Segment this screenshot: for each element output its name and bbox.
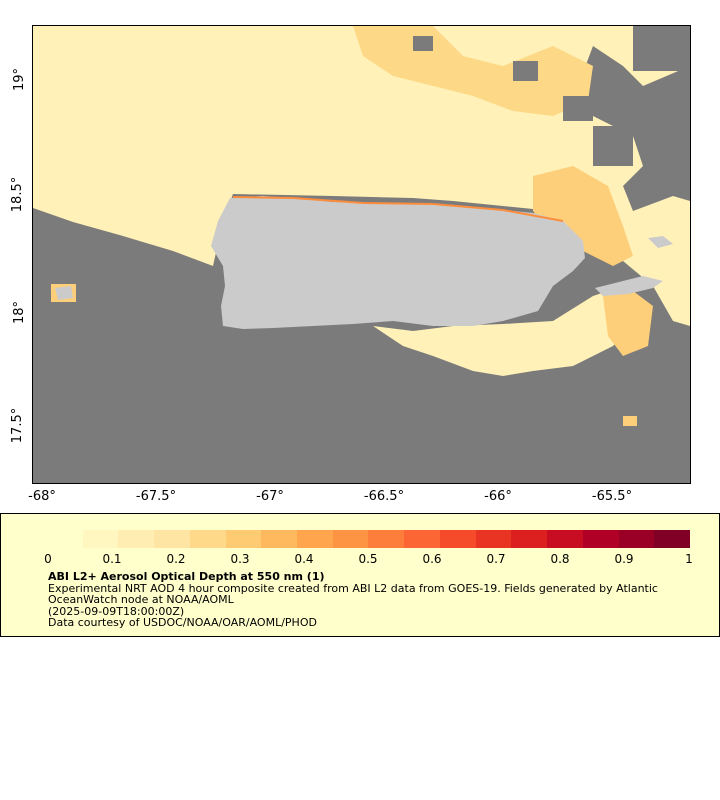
x-axis-label: -68° xyxy=(28,489,56,504)
colorbar-tick: 1 xyxy=(685,552,693,566)
x-axis-label: -66.5° xyxy=(363,489,405,504)
mona-island xyxy=(55,286,73,300)
y-axis-label: 18.5° xyxy=(10,176,26,213)
colorbar-tick: 0.2 xyxy=(166,552,186,566)
colorbar-tick: 0.3 xyxy=(230,552,250,566)
nodata-gap xyxy=(413,36,433,51)
colorbar-segment xyxy=(582,530,619,548)
colorbar-tick: 0.8 xyxy=(550,552,570,566)
colorbar-segment xyxy=(654,530,690,548)
colorbar-segment xyxy=(261,530,298,548)
aerosol-field-south xyxy=(373,286,633,376)
y-axis-label: 19° xyxy=(12,67,28,92)
colorbar-tick: 0.9 xyxy=(614,552,634,566)
colorbar-tick: 0.6 xyxy=(422,552,442,566)
colorbar-segment xyxy=(225,530,262,548)
colorbar-tick: 0 xyxy=(44,552,52,566)
colorbar-tick: 0.1 xyxy=(102,552,122,566)
colorbar-segment xyxy=(189,530,226,548)
colorbar-segment xyxy=(475,530,512,548)
legend-description: ABI L2+ Aerosol Optical Depth at 550 nm … xyxy=(48,571,698,629)
colorbar-segment xyxy=(297,530,333,548)
legend-line: Experimental NRT AOD 4 hour composite cr… xyxy=(48,581,658,606)
vieques-island xyxy=(595,276,663,296)
nodata-gap xyxy=(593,126,633,166)
colorbar-segment xyxy=(511,530,548,548)
colorbar-segment xyxy=(332,530,369,548)
colorbar-segment xyxy=(368,530,405,548)
aerosol-coast-edge xyxy=(232,196,564,222)
colorbar-segment xyxy=(547,530,583,548)
colorbar-segment xyxy=(118,530,155,548)
nodata-gap xyxy=(633,26,690,71)
nodata-gap xyxy=(563,96,593,121)
colorbar-segment xyxy=(439,530,476,548)
aod-map xyxy=(32,25,691,484)
colorbar-tick: 0.7 xyxy=(486,552,506,566)
y-axis-label: 18° xyxy=(12,300,28,325)
colorbar-segment xyxy=(404,530,440,548)
colorbar-tick: 0.5 xyxy=(358,552,378,566)
legend-title: ABI L2+ Aerosol Optical Depth at 550 nm … xyxy=(48,570,325,583)
colorbar-segment xyxy=(82,530,119,548)
map-canvas xyxy=(33,26,690,426)
nodata-gap xyxy=(513,61,538,81)
y-axis-label: 17.5° xyxy=(10,407,26,444)
legend-line: Data courtesy of USDOC/NOAA/OAR/AOML/PHO… xyxy=(48,616,317,629)
colorbar-tick: 0.4 xyxy=(294,552,314,566)
legend-panel: 0 0.1 0.2 0.3 0.4 0.5 0.6 0.7 0.8 0.9 1 … xyxy=(0,513,720,637)
x-axis-label: -65.5° xyxy=(591,489,633,504)
aerosol-patch-east xyxy=(533,166,633,266)
culebra-island xyxy=(648,236,673,248)
nodata-gap xyxy=(653,136,690,196)
colorbar-segment xyxy=(154,530,190,548)
puerto-rico-land xyxy=(211,196,585,329)
aerosol-patch-small xyxy=(623,416,637,426)
x-axis-label: -67° xyxy=(256,489,284,504)
colorbar-segment xyxy=(47,530,83,548)
colorbar xyxy=(47,530,690,548)
aerosol-patch-se xyxy=(603,291,653,356)
legend-line: (2025-09-09T18:00:00Z) xyxy=(48,604,185,618)
x-axis-label: -67.5° xyxy=(135,489,177,504)
x-axis-label: -66° xyxy=(484,489,512,504)
colorbar-segment xyxy=(618,530,655,548)
